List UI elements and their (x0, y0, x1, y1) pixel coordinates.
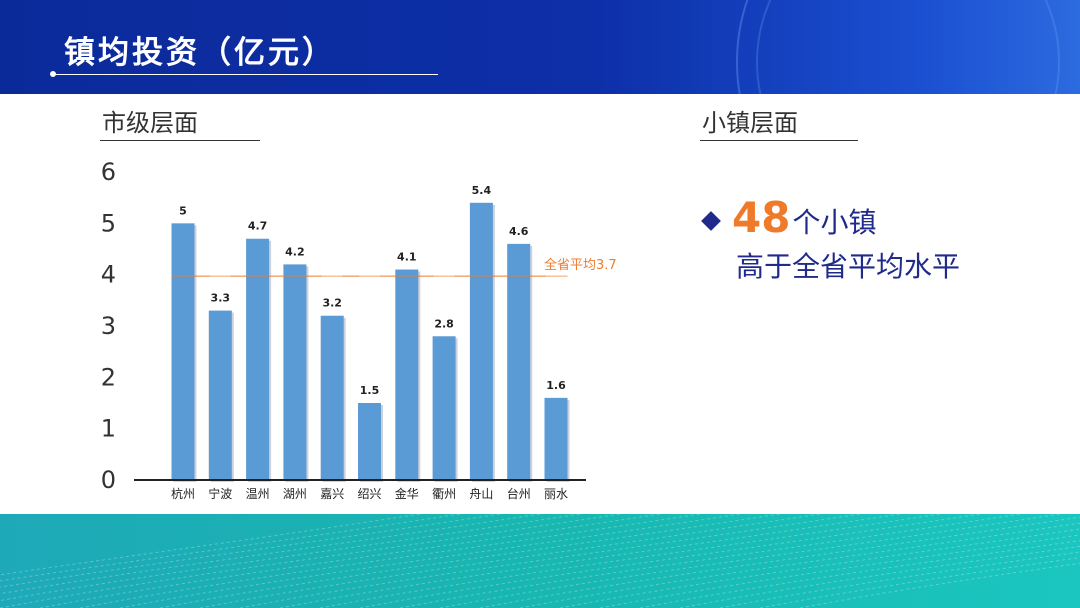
highlight-suffix: 个小镇 (792, 206, 877, 239)
footer-wave-pattern (0, 514, 1080, 608)
data-label: 4.6 (509, 225, 529, 238)
footer-wave-line (479, 516, 1080, 608)
footer-wave-line (239, 514, 861, 608)
bar (283, 264, 307, 480)
x-tick-label: 丽水 (544, 487, 568, 501)
bar (507, 243, 531, 480)
header-decoration (756, 0, 1060, 94)
footer-wave-line (0, 514, 501, 588)
data-label: 4.1 (397, 251, 417, 264)
x-tick-label: 嘉兴 (320, 487, 344, 501)
bar (358, 403, 381, 480)
footer-wave-line (119, 514, 741, 608)
x-tick-label: 宁波 (208, 486, 232, 501)
footer-wave-line (599, 534, 1080, 608)
data-label: 1.5 (360, 384, 380, 397)
bar (208, 310, 232, 480)
data-label: 3.3 (211, 292, 231, 305)
x-tick-label: 台州 (507, 486, 531, 501)
bar (320, 315, 344, 480)
x-tick-label: 舟山 (469, 487, 493, 501)
data-label: 4.2 (285, 245, 305, 258)
footer-wave-line (399, 514, 1021, 608)
town-level-underline (700, 140, 858, 141)
footer-wave-line (759, 557, 1080, 608)
footer-wave-line (159, 514, 781, 608)
highlight-line-1: 48 个小镇 (701, 193, 1064, 245)
footer-wave-line (39, 514, 661, 608)
footer-band (0, 514, 1080, 608)
data-label: 1.6 (546, 379, 566, 392)
x-tick-label: 杭州 (171, 486, 195, 501)
footer-wave-line (0, 514, 621, 608)
y-tick-label: 0 (101, 466, 116, 494)
footer-wave-line (359, 514, 981, 608)
data-label: 3.2 (322, 297, 342, 310)
footer-wave-line (559, 528, 1080, 608)
footer-wave-line (0, 514, 421, 576)
x-tick-label: 衢州 (432, 487, 456, 501)
bar (544, 397, 568, 480)
x-tick-label: 金华 (395, 486, 419, 501)
data-label: 2.8 (434, 317, 454, 330)
footer-wave-line (319, 514, 941, 608)
footer-wave-line (279, 514, 901, 608)
y-tick-label: 3 (101, 312, 116, 340)
diamond-bullet-icon (701, 211, 721, 231)
y-tick-label: 6 (101, 158, 116, 186)
x-tick-label: 绍兴 (357, 487, 381, 501)
y-tick-label: 5 (101, 209, 116, 237)
data-label: 5.4 (472, 184, 492, 197)
data-label: 5 (179, 204, 187, 217)
footer-wave-line (0, 514, 461, 582)
data-label: 4.7 (248, 220, 268, 233)
footer-wave-line (799, 562, 1080, 608)
footer-wave-line (439, 514, 1061, 608)
bar (171, 223, 195, 480)
page-title: 镇均投资（亿元） (64, 35, 336, 71)
y-tick-label: 1 (101, 415, 116, 443)
bar (395, 269, 419, 480)
header-decoration (736, 0, 1080, 94)
city-level-underline (100, 140, 260, 141)
bar (432, 336, 456, 480)
footer-wave-line (679, 545, 1080, 608)
highlight-number: 48 (732, 193, 791, 242)
y-tick-label: 2 (101, 363, 116, 391)
footer-wave-line (0, 514, 541, 595)
bar-chart: 0 1 2 3 4 5 6 5 杭州 3.3 宁波 4.7 温州 4.2 湖州 3.2 嘉兴 1.5 绍兴 4.1 金华… (101, 158, 617, 501)
footer-wave-line (639, 540, 1080, 608)
x-tick-label: 湖州 (283, 486, 307, 501)
footer-wave-line (519, 522, 1080, 608)
footer-wave-line (719, 551, 1080, 608)
city-level-label: 市级层面 (102, 109, 198, 137)
x-tick-label: 温州 (246, 487, 270, 501)
y-tick-label: 4 (101, 261, 116, 289)
bar (469, 202, 493, 481)
title-underline (52, 74, 438, 75)
town-level-label: 小镇层面 (702, 109, 798, 137)
highlight-callout: 48 个小镇 高于全省平均水平 (701, 193, 1064, 289)
average-line-label: 全省平均3.7 (544, 257, 617, 273)
footer-wave-line (0, 514, 581, 602)
header-banner: 镇均投资（亿元） (0, 0, 1080, 94)
footer-wave-line (79, 514, 701, 608)
highlight-line-2: 高于全省平均水平 (736, 250, 961, 283)
footer-wave-line (199, 514, 821, 608)
bar (246, 238, 270, 480)
